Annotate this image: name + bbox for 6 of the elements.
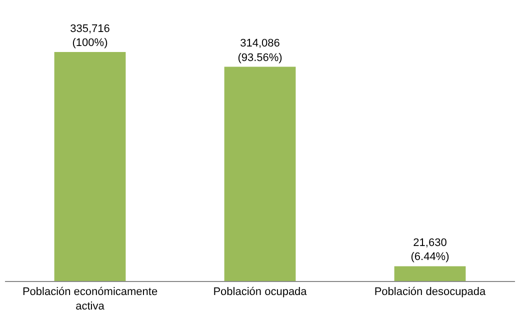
x-tick-label: Población desocupada: [374, 286, 487, 298]
data-label: 314,086 (93.56%): [238, 38, 282, 64]
x-tick-label: Población económicamente activa: [22, 286, 158, 312]
data-label: 335,716 (100%): [70, 22, 110, 50]
data-label: 21,630 (6.44%): [410, 236, 450, 264]
x-tick-label: Población ocupada: [213, 286, 308, 298]
